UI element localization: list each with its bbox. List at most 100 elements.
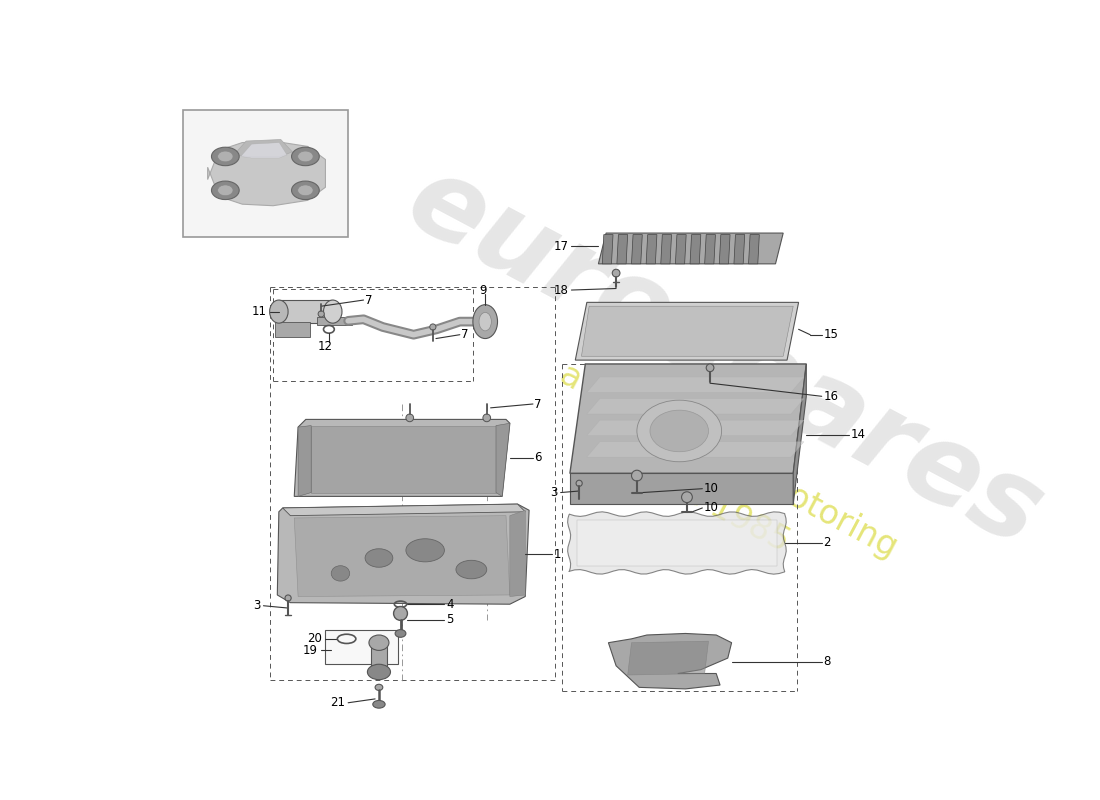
Polygon shape (646, 234, 657, 264)
Polygon shape (374, 666, 384, 674)
Polygon shape (570, 474, 793, 504)
Ellipse shape (406, 538, 444, 562)
Ellipse shape (323, 300, 342, 323)
Ellipse shape (218, 151, 233, 162)
Bar (183, 110, 348, 237)
Ellipse shape (292, 147, 319, 166)
Ellipse shape (430, 324, 436, 330)
Polygon shape (311, 426, 496, 493)
Ellipse shape (395, 630, 406, 638)
Polygon shape (705, 234, 715, 264)
Polygon shape (690, 234, 701, 264)
Polygon shape (510, 510, 526, 597)
Ellipse shape (682, 492, 692, 502)
Text: 2: 2 (823, 537, 830, 550)
Polygon shape (603, 234, 613, 264)
Polygon shape (568, 512, 786, 574)
Ellipse shape (375, 684, 383, 690)
Text: 14: 14 (850, 428, 866, 442)
Polygon shape (318, 317, 352, 325)
Polygon shape (283, 504, 526, 516)
Text: 1: 1 (553, 548, 561, 561)
Text: 17: 17 (553, 240, 569, 253)
Polygon shape (295, 516, 510, 597)
Ellipse shape (298, 185, 314, 196)
Ellipse shape (473, 305, 497, 338)
Ellipse shape (650, 410, 708, 452)
Polygon shape (372, 642, 387, 666)
Ellipse shape (218, 185, 233, 196)
Text: 4: 4 (446, 598, 453, 610)
Polygon shape (661, 234, 671, 264)
Text: eurospares: eurospares (390, 146, 1060, 570)
Text: 3: 3 (253, 599, 261, 612)
Polygon shape (295, 419, 510, 496)
Ellipse shape (637, 400, 722, 462)
Polygon shape (587, 442, 804, 457)
Ellipse shape (367, 664, 390, 680)
Polygon shape (587, 398, 804, 414)
Polygon shape (496, 423, 510, 496)
Ellipse shape (406, 414, 414, 422)
Ellipse shape (292, 181, 319, 199)
Ellipse shape (576, 480, 582, 486)
Text: 19: 19 (304, 644, 318, 657)
Ellipse shape (613, 270, 620, 277)
Text: a passion for motoring
since 1985: a passion for motoring since 1985 (532, 358, 903, 605)
Text: 15: 15 (823, 328, 838, 341)
Ellipse shape (631, 470, 642, 481)
Text: 8: 8 (823, 655, 830, 669)
Polygon shape (576, 520, 777, 566)
Text: 3: 3 (550, 486, 558, 499)
Polygon shape (719, 234, 730, 264)
Text: 7: 7 (535, 398, 542, 410)
Polygon shape (241, 142, 287, 158)
Ellipse shape (480, 312, 492, 331)
Ellipse shape (456, 560, 486, 578)
Ellipse shape (285, 595, 292, 601)
Ellipse shape (706, 364, 714, 372)
Text: 7: 7 (365, 294, 373, 306)
Ellipse shape (318, 311, 324, 317)
Text: 7: 7 (461, 328, 469, 341)
Polygon shape (628, 641, 708, 675)
Text: 9: 9 (480, 284, 486, 298)
Text: 10: 10 (704, 502, 718, 514)
Polygon shape (275, 322, 310, 337)
Polygon shape (749, 234, 759, 264)
Ellipse shape (270, 300, 288, 323)
Bar (326, 630, 398, 664)
Polygon shape (598, 233, 783, 264)
Ellipse shape (483, 414, 491, 422)
Text: 20: 20 (307, 632, 322, 646)
Ellipse shape (394, 606, 407, 620)
Polygon shape (587, 420, 804, 435)
Polygon shape (298, 426, 311, 496)
Text: 16: 16 (823, 390, 838, 403)
Text: 12: 12 (318, 340, 332, 353)
Text: 6: 6 (535, 451, 542, 464)
Polygon shape (575, 302, 799, 360)
Polygon shape (582, 306, 793, 356)
Polygon shape (617, 234, 628, 264)
Polygon shape (234, 139, 293, 157)
Ellipse shape (298, 151, 314, 162)
Text: 10: 10 (704, 482, 718, 495)
Polygon shape (793, 364, 806, 504)
Ellipse shape (373, 701, 385, 708)
Text: 18: 18 (553, 283, 569, 297)
Polygon shape (631, 234, 642, 264)
Text: 5: 5 (446, 613, 453, 626)
Text: 21: 21 (330, 696, 345, 710)
Ellipse shape (211, 181, 239, 199)
Ellipse shape (331, 566, 350, 581)
Polygon shape (587, 377, 804, 393)
Polygon shape (277, 504, 529, 604)
Polygon shape (675, 234, 686, 264)
Polygon shape (279, 300, 332, 323)
Ellipse shape (365, 549, 393, 567)
Ellipse shape (211, 147, 239, 166)
Polygon shape (570, 364, 806, 474)
Polygon shape (608, 634, 732, 689)
Ellipse shape (368, 635, 389, 650)
